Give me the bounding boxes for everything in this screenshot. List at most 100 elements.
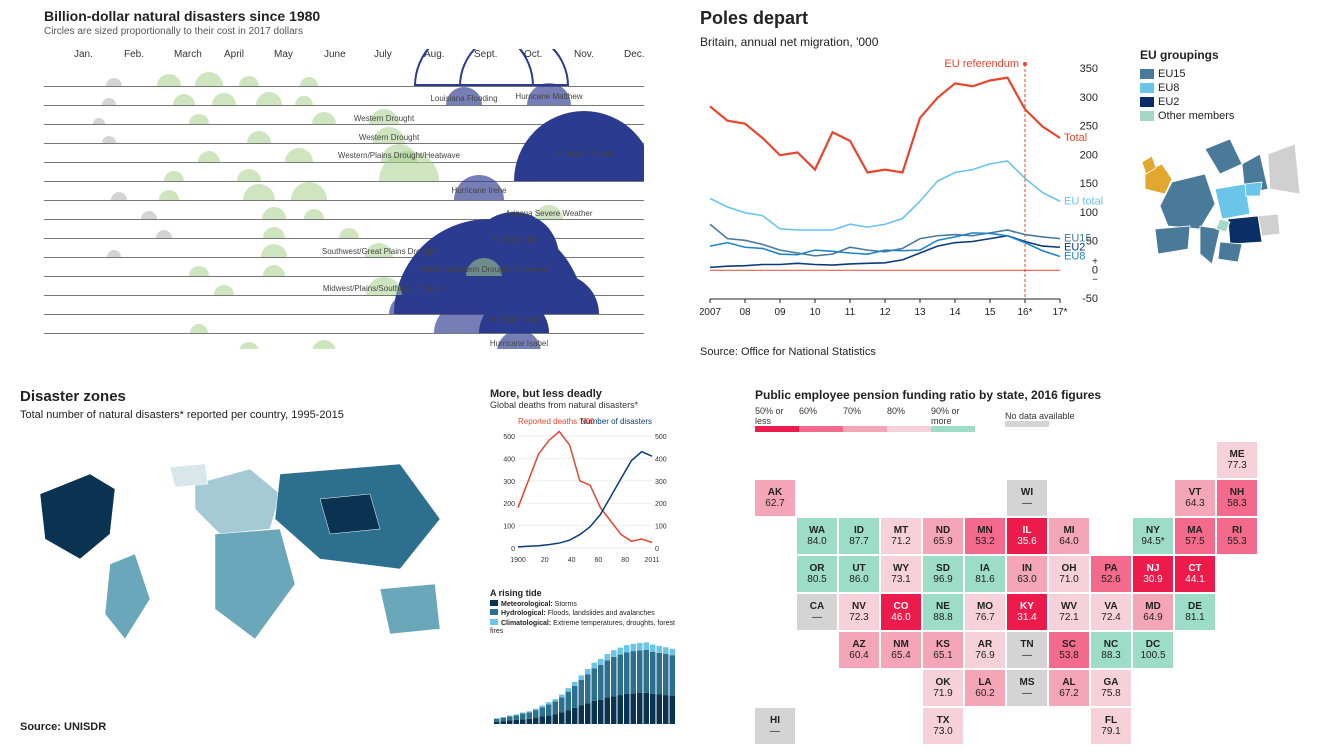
tl-bubble xyxy=(263,265,285,276)
legend-item: Other members xyxy=(1140,110,1300,122)
tl-bubble xyxy=(159,190,179,200)
tl-month-label: Nov. xyxy=(574,49,594,60)
svg-text:300: 300 xyxy=(655,479,667,486)
legend-item: EU8 xyxy=(1140,82,1300,94)
svg-text:15: 15 xyxy=(984,307,996,318)
state-cell-az: AZ60.4 xyxy=(839,632,879,668)
map-region xyxy=(1155,226,1190,254)
tl-bubble-label: Hurricane Irene xyxy=(451,186,506,195)
state-cell-sd: SD96.9 xyxy=(923,556,963,592)
tl-gridline xyxy=(44,314,644,315)
svg-text:2011: 2011 xyxy=(644,557,659,564)
bl-inset-chart: More, but less deadly Global deaths from… xyxy=(490,388,680,573)
state-cell-co: CO46.0 xyxy=(881,594,921,630)
state-cell-md: MD64.9 xyxy=(1133,594,1173,630)
bl-inset-svg: Reported deaths '000Number of disasters0… xyxy=(490,410,680,570)
svg-text:Total: Total xyxy=(1064,132,1087,144)
tl-bubble xyxy=(141,211,157,219)
map-region xyxy=(1205,139,1242,174)
svg-text:20: 20 xyxy=(541,557,549,564)
tr-map-legend: EU15EU8EU2Other members xyxy=(1140,68,1300,122)
tl-month-label: March xyxy=(174,49,202,60)
state-cell-wv: WV72.1 xyxy=(1049,594,1089,630)
svg-text:200: 200 xyxy=(503,501,515,508)
state-cell-ri: RI55.3 xyxy=(1217,518,1257,554)
state-cell-il: IL35.6 xyxy=(1007,518,1047,554)
svg-text:13: 13 xyxy=(914,307,926,318)
bl-inset-sub: Global deaths from natural disasters* xyxy=(490,400,680,410)
bl-stacked-svg xyxy=(490,639,680,734)
map-region xyxy=(1215,184,1250,219)
svg-text:Number of disasters: Number of disasters xyxy=(580,417,652,426)
tl-gridline xyxy=(44,219,644,220)
state-cell-la: LA60.2 xyxy=(965,670,1005,706)
state-cell-mn: MN53.2 xyxy=(965,518,1005,554)
state-cell-ny: NY94.5* xyxy=(1133,518,1173,554)
tl-bubble-label: Hurricane Ivan xyxy=(488,315,540,324)
tl-month-label: July xyxy=(374,49,392,60)
map-region xyxy=(1258,214,1280,236)
svg-text:0: 0 xyxy=(655,546,659,553)
state-cell-wi: WI— xyxy=(1007,480,1047,516)
state-cell-va: VA72.4 xyxy=(1091,594,1131,630)
state-cell-nd: ND65.9 xyxy=(923,518,963,554)
svg-text:60: 60 xyxy=(595,557,603,564)
state-cell-wy: WY73.1 xyxy=(881,556,921,592)
tl-bubble xyxy=(514,111,644,181)
tl-bubble xyxy=(263,227,285,238)
svg-text:400: 400 xyxy=(503,456,515,463)
map-region xyxy=(1268,144,1300,194)
svg-text:12: 12 xyxy=(879,307,891,318)
tl-bubble xyxy=(261,244,287,257)
state-cell-ok: OK71.9 xyxy=(923,670,963,706)
state-cell-tn: TN— xyxy=(1007,632,1047,668)
tl-bubble xyxy=(247,131,271,143)
svg-text:100: 100 xyxy=(503,524,515,531)
tl-bubble xyxy=(189,114,209,124)
tl-bubble-label: Western/Eastern Drought/Heatwave xyxy=(420,265,548,274)
tl-bubble xyxy=(102,136,116,143)
bl-stacked-title: A rising tide xyxy=(490,588,680,598)
tl-bubble xyxy=(106,78,122,86)
tl-month-label: Jan. xyxy=(74,49,93,60)
tl-bubble-label: Midwest/Plains/Southeast Drought xyxy=(323,284,445,293)
svg-text:80: 80 xyxy=(621,557,629,564)
bl-stacked-legend: Meteorological: StormsHydrological: Floo… xyxy=(490,600,680,637)
svg-text:40: 40 xyxy=(568,557,576,564)
svg-text:08: 08 xyxy=(739,307,751,318)
stacked-legend-item: Hydrological: Floods, landslides and ava… xyxy=(490,609,680,618)
tr-title: Poles depart xyxy=(700,8,1300,29)
svg-text:300: 300 xyxy=(1080,92,1098,104)
svg-text:17*: 17* xyxy=(1052,307,1067,318)
svg-text:09: 09 xyxy=(774,307,786,318)
tl-bubble xyxy=(295,96,313,105)
map-region xyxy=(1228,216,1262,244)
tr-map-block: EU groupings EU15EU8EU2Other members xyxy=(1140,48,1300,297)
bl-inset-title: More, but less deadly xyxy=(490,388,680,400)
tl-month-label: June xyxy=(324,49,346,60)
svg-text:500: 500 xyxy=(655,434,667,441)
tl-bubble-label: Hurricane Sandy xyxy=(554,149,614,158)
state-cell-ky: KY31.4 xyxy=(1007,594,1047,630)
svg-text:250: 250 xyxy=(1080,121,1098,133)
tl-bubble xyxy=(164,171,184,181)
state-cell-ca: CA— xyxy=(797,594,837,630)
tl-subtitle: Circles are sized proportionally to thei… xyxy=(44,26,664,37)
state-cell-nj: NJ30.9 xyxy=(1133,556,1173,592)
state-cell-al: AL67.2 xyxy=(1049,670,1089,706)
tl-chart-area: Jan.Feb.MarchAprilMayJuneJulyAug.Sept.Oc… xyxy=(44,49,644,349)
tl-gridline xyxy=(44,181,644,182)
stacked-legend-item: Climatological: Extreme temperatures, dr… xyxy=(490,619,680,637)
state-cell-vt: VT64.3 xyxy=(1175,480,1215,516)
tl-gridline xyxy=(44,200,644,201)
pension-cartogram-panel: Public employee pension funding ratio by… xyxy=(755,388,1300,733)
svg-text:10: 10 xyxy=(809,307,821,318)
tl-bubble xyxy=(300,77,318,86)
world-choropleth xyxy=(20,439,470,679)
tl-month-label: Feb. xyxy=(124,49,144,60)
state-cell-or: OR80.5 xyxy=(797,556,837,592)
tl-bubble xyxy=(339,228,359,238)
tl-bubble xyxy=(239,342,259,349)
state-cell-ga: GA75.8 xyxy=(1091,670,1131,706)
tl-bubble xyxy=(93,118,105,124)
